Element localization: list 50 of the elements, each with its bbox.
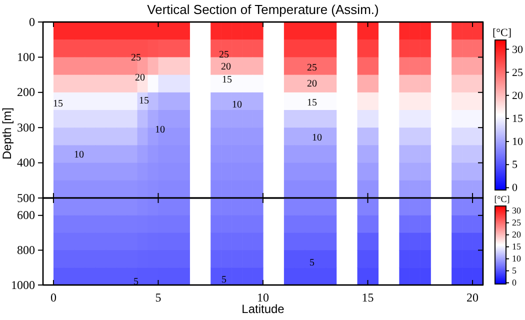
color-bar-label: 0: [512, 278, 517, 288]
y-tick-label: 0: [29, 14, 35, 29]
color-bar-label: 20: [512, 90, 524, 102]
color-bar-label: 0: [512, 182, 518, 194]
annotation: 20: [221, 62, 231, 72]
annotation: 10: [155, 124, 165, 136]
color-bar-label: 10: [512, 254, 522, 264]
annotation: 10: [232, 100, 242, 110]
chart-title: Vertical Section of Temperature (Assim.): [147, 2, 379, 17]
y-tick-label: 400: [17, 156, 35, 170]
color-bar-label: 30: [512, 44, 524, 56]
y-tick-label: 200: [17, 85, 35, 100]
x-axis-title: Latitude: [242, 302, 285, 316]
annotation: 5: [134, 276, 138, 288]
y-tick-label: 300: [17, 120, 35, 134]
y-axis-title: Depth [m]: [0, 107, 14, 160]
annotation: 5: [222, 274, 226, 286]
color-bar-title: [°C]: [492, 27, 512, 39]
y-tick-label: 1000: [11, 278, 35, 292]
y-tick-label: 100: [17, 50, 35, 64]
annotation: 10: [74, 150, 84, 160]
y-tick-label: 500: [17, 190, 35, 205]
color-bar-label: 25: [512, 66, 524, 79]
color-bar-label: 25: [512, 218, 522, 228]
color-bar-label: 5: [512, 266, 517, 276]
annotation: 25: [307, 62, 317, 74]
y-tick-label: 600: [17, 208, 35, 222]
x-tick-label: 0: [50, 290, 56, 305]
x-tick-label: 5: [155, 290, 162, 305]
x-tick-label: 10: [257, 290, 269, 305]
x-tick-label: 20: [466, 290, 479, 305]
color-bar-label: 30: [512, 206, 522, 216]
color-bar-title: [°C]: [494, 194, 510, 204]
annotation: 5: [310, 258, 314, 268]
color-bar-label: 10: [512, 136, 524, 148]
y-tick-label: 800: [17, 243, 35, 258]
annotation: 15: [53, 98, 63, 110]
annotation: 25: [131, 52, 141, 64]
color-bar-label: 15: [512, 112, 524, 125]
x-tick-label: 15: [362, 290, 374, 305]
annotation: 10: [312, 132, 322, 144]
annotation: 25: [219, 50, 229, 60]
color-bar-label: 5: [512, 159, 518, 172]
color-bar-label: 15: [512, 242, 522, 252]
color-bar-label: 20: [512, 230, 522, 240]
annotation: 20: [135, 72, 145, 84]
annotation: 15: [139, 96, 149, 106]
annotation: 15: [222, 74, 232, 86]
annotation: 20: [307, 78, 317, 90]
annotation: 15: [307, 98, 317, 108]
